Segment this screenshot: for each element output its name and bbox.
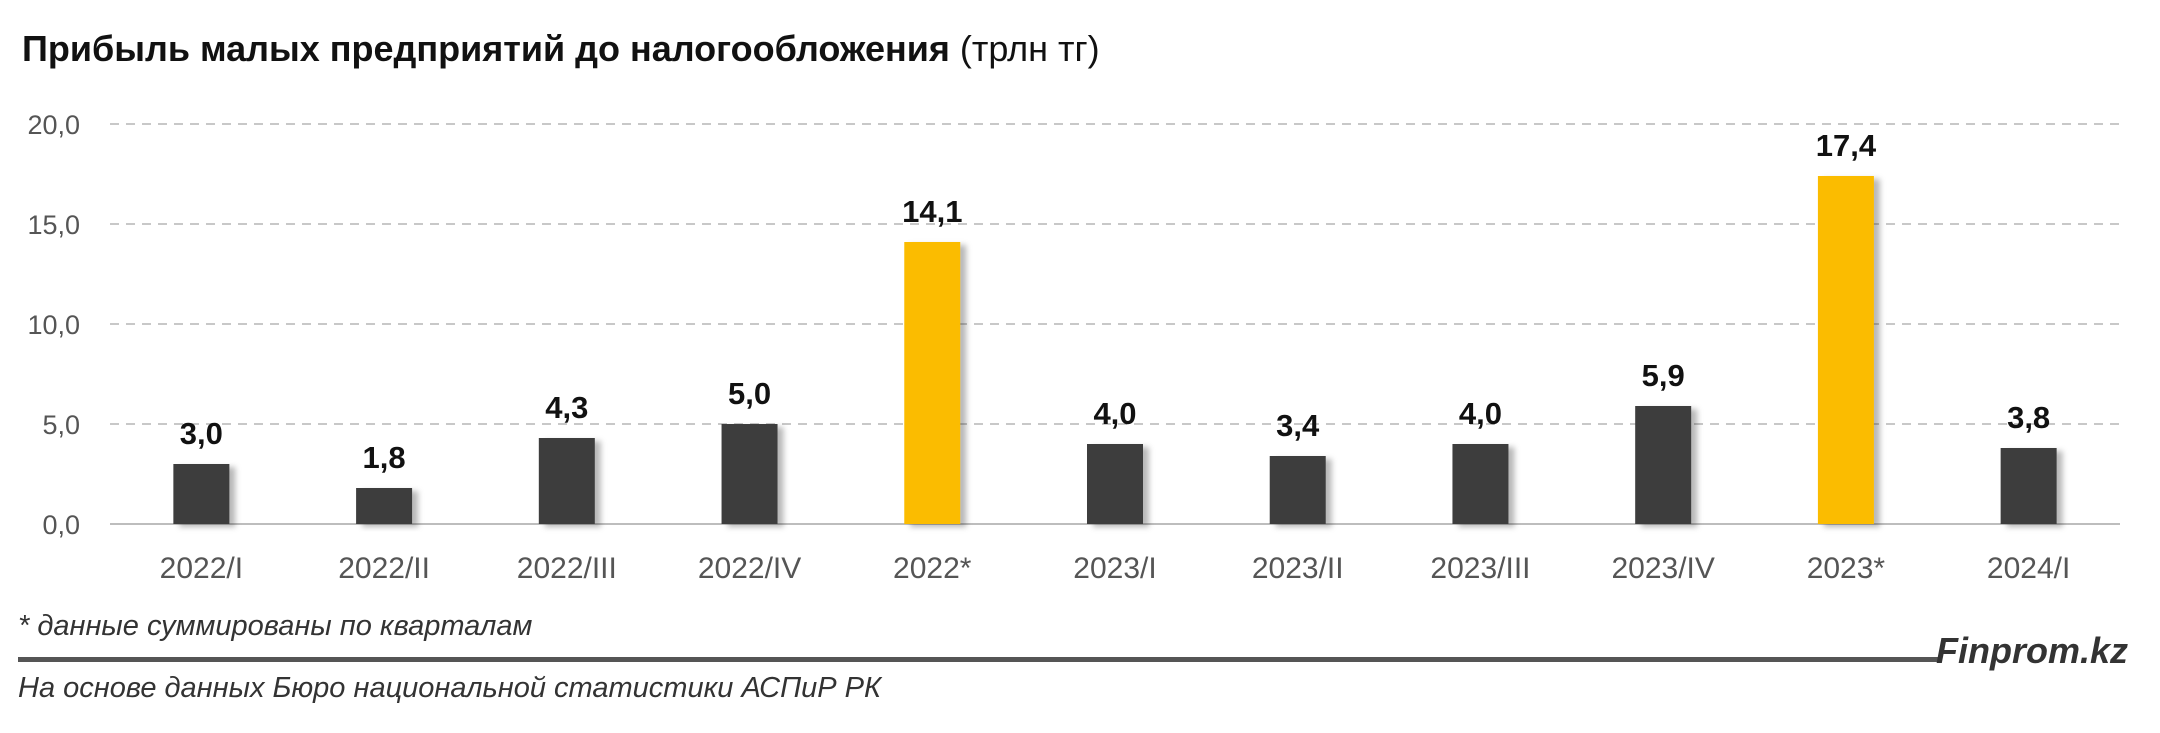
bar [2000,448,2057,524]
source-note: На основе данных Бюро национальной стати… [18,672,882,704]
x-tick-label: 2022/III [517,552,617,585]
y-tick-label: 5,0 [42,410,80,440]
data-label: 5,9 [1642,358,1685,393]
footer-divider [18,657,1938,662]
brand-logo-text: Finprom.kz [1935,630,2128,671]
bar [721,424,778,524]
bar-chart: 0,0 5,0 10,0 15,0 20,0 3,0 2022/I 1,8 2022/II 4,3… [27,110,2120,585]
bar [538,438,595,524]
bar [173,464,230,524]
bar [1452,444,1509,524]
data-label: 3,8 [2007,400,2050,435]
bar [1635,406,1692,524]
x-tick-label: 2024/I [1987,552,2070,585]
chart-title: Прибыль малых предприятий до налогооблож… [22,28,1100,69]
y-tick-label: 20,0 [27,110,80,140]
bar [904,242,961,524]
x-tick-label: 2023/IV [1611,552,1714,585]
x-tick-label: 2022/IV [698,552,801,585]
x-tick-label: 2023* [1807,552,1886,585]
bar [1087,444,1143,524]
data-label: 4,0 [1093,396,1136,431]
bar [1269,456,1326,524]
data-label: 4,3 [545,390,588,425]
x-tick-label: 2023/I [1073,552,1156,585]
data-label: 5,0 [728,376,771,411]
y-tick-label: 10,0 [27,310,80,340]
x-tick-label: 2022/II [338,552,430,585]
data-label: 4,0 [1459,396,1502,431]
bar [1817,176,1874,524]
x-tick-label: 2022/I [160,552,243,585]
x-tick-label: 2023/III [1430,552,1530,585]
x-tick-label: 2022* [893,552,972,585]
footnote: * данные суммированы по кварталам [18,610,533,642]
data-label: 3,0 [180,416,223,451]
data-label: 1,8 [363,440,406,475]
x-tick-label: 2023/II [1252,552,1344,585]
data-label: 17,4 [1816,128,1877,163]
data-label: 3,4 [1276,408,1320,443]
y-tick-label: 0,0 [42,510,80,540]
y-tick-label: 15,0 [27,210,80,240]
bar [356,488,413,524]
data-label: 14,1 [902,194,962,229]
